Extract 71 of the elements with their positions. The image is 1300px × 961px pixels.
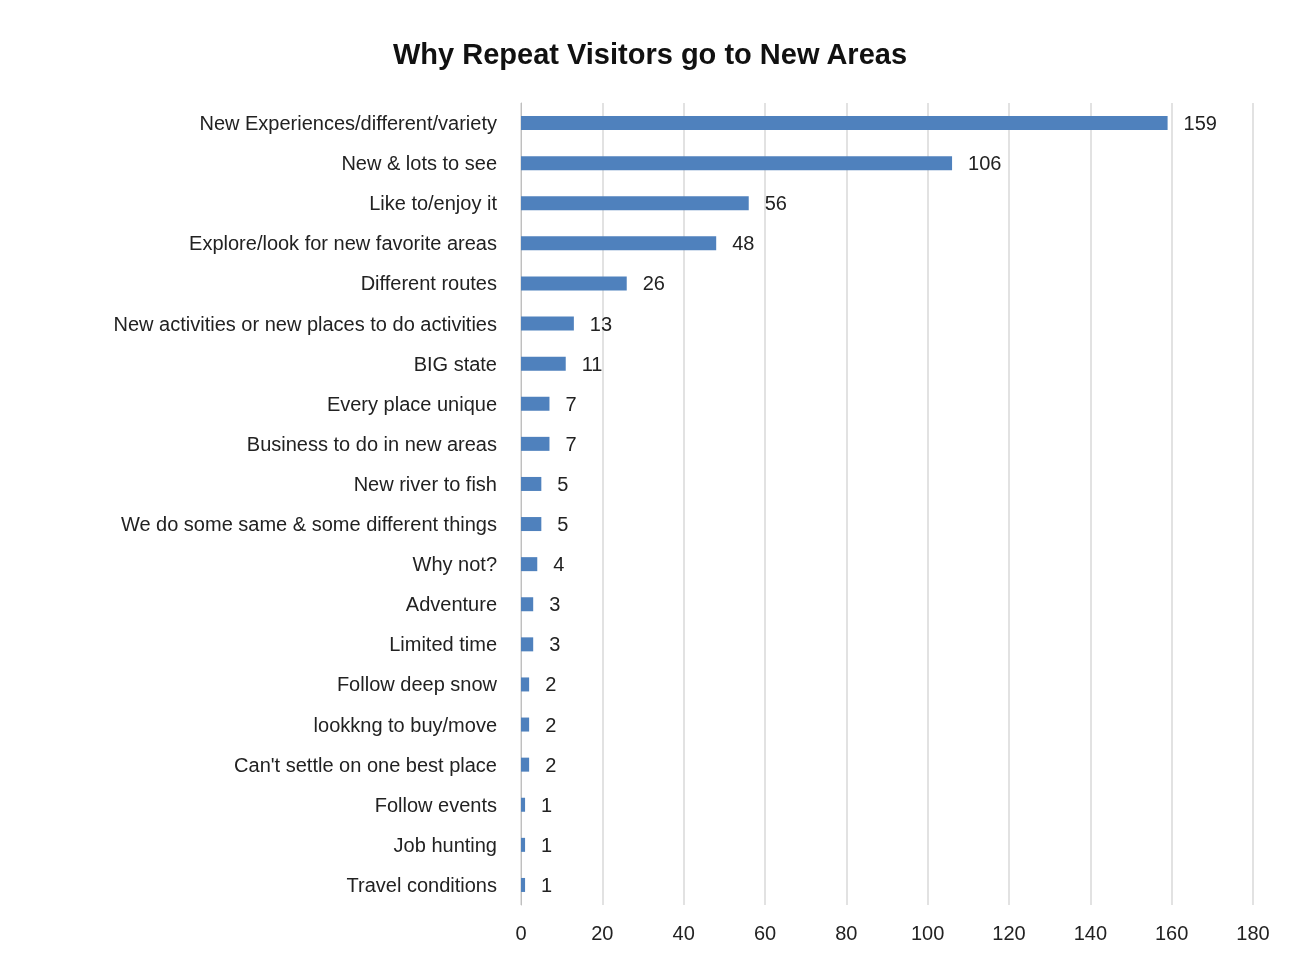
bar [521, 396, 550, 411]
bar [521, 156, 953, 171]
data-label: 2 [545, 713, 557, 736]
bar [521, 797, 526, 812]
bar [521, 356, 566, 371]
y-tick-label: Why not? [412, 553, 497, 576]
bar [521, 276, 627, 291]
data-label: 106 [968, 152, 1002, 175]
y-tick-label: Limited time [389, 633, 497, 656]
data-label: 26 [642, 272, 665, 295]
x-tick-label: 180 [1236, 922, 1270, 944]
y-tick-label: BIG state [413, 352, 497, 375]
y-tick-label: Business to do in new areas [246, 432, 497, 455]
x-tick-label: 160 [1154, 922, 1189, 944]
data-label: 13 [589, 312, 613, 335]
data-label: 159 [1183, 112, 1217, 135]
bar [521, 677, 530, 692]
data-label: 3 [549, 593, 561, 616]
bar [521, 517, 542, 532]
y-tick-label: New Experiences/different/variety [199, 112, 497, 135]
y-tick-label: New & lots to see [341, 152, 497, 175]
data-label: 2 [545, 673, 557, 696]
x-tick-label: 120 [992, 922, 1026, 944]
y-tick-label: Can't settle on one best place [234, 753, 497, 776]
bar [521, 316, 574, 331]
y-tick-label: Travel conditions [346, 873, 497, 896]
data-label: 5 [557, 513, 569, 536]
data-label: 1 [541, 873, 553, 896]
x-tick-label: 140 [1073, 922, 1108, 944]
data-label: 3 [549, 633, 561, 656]
chart-title: Why Repeat Visitors go to New Areas [392, 37, 908, 70]
y-tick-label: New activities or new places to do activities [113, 312, 497, 335]
data-label: 48 [732, 232, 755, 255]
y-tick-label: lookkng to buy/move [313, 713, 497, 736]
data-label: 4 [553, 553, 565, 576]
bar [521, 436, 550, 451]
y-tick-label: Different routes [360, 272, 497, 295]
data-label: 5 [557, 472, 569, 495]
x-tick-label: 0 [515, 922, 527, 944]
y-tick-label: Follow deep snow [336, 673, 498, 696]
x-tick-label: 100 [910, 922, 945, 944]
bar [521, 757, 530, 772]
data-label: 7 [565, 392, 577, 415]
x-tick-label: 40 [672, 922, 695, 944]
data-label: 11 [581, 352, 603, 375]
bar [521, 116, 1168, 131]
bar [521, 236, 717, 251]
bar [521, 837, 526, 852]
y-tick-label: New river to fish [353, 472, 497, 495]
y-tick-label: Every place unique [326, 392, 497, 415]
bar [521, 476, 542, 491]
bar [521, 196, 749, 211]
bar [521, 557, 538, 572]
bar [521, 637, 534, 652]
bar [521, 597, 534, 612]
bar [521, 717, 530, 732]
data-label: 1 [541, 833, 553, 856]
y-tick-label: Like to/enjoy it [369, 192, 498, 215]
y-tick-label: Job hunting [393, 833, 497, 856]
y-tick-label: We do some same & some different things [120, 513, 497, 536]
data-label: 56 [764, 192, 787, 215]
y-tick-label: Follow events [374, 793, 497, 816]
data-label: 2 [545, 753, 557, 776]
y-tick-label: Adventure [405, 593, 497, 616]
x-tick-label: 20 [591, 922, 614, 944]
x-tick-label: 80 [835, 922, 858, 944]
bar [521, 877, 526, 892]
y-tick-label: Explore/look for new favorite areas [189, 232, 497, 255]
data-label: 7 [565, 432, 577, 455]
data-label: 1 [541, 793, 553, 816]
x-tick-label: 60 [753, 922, 777, 944]
